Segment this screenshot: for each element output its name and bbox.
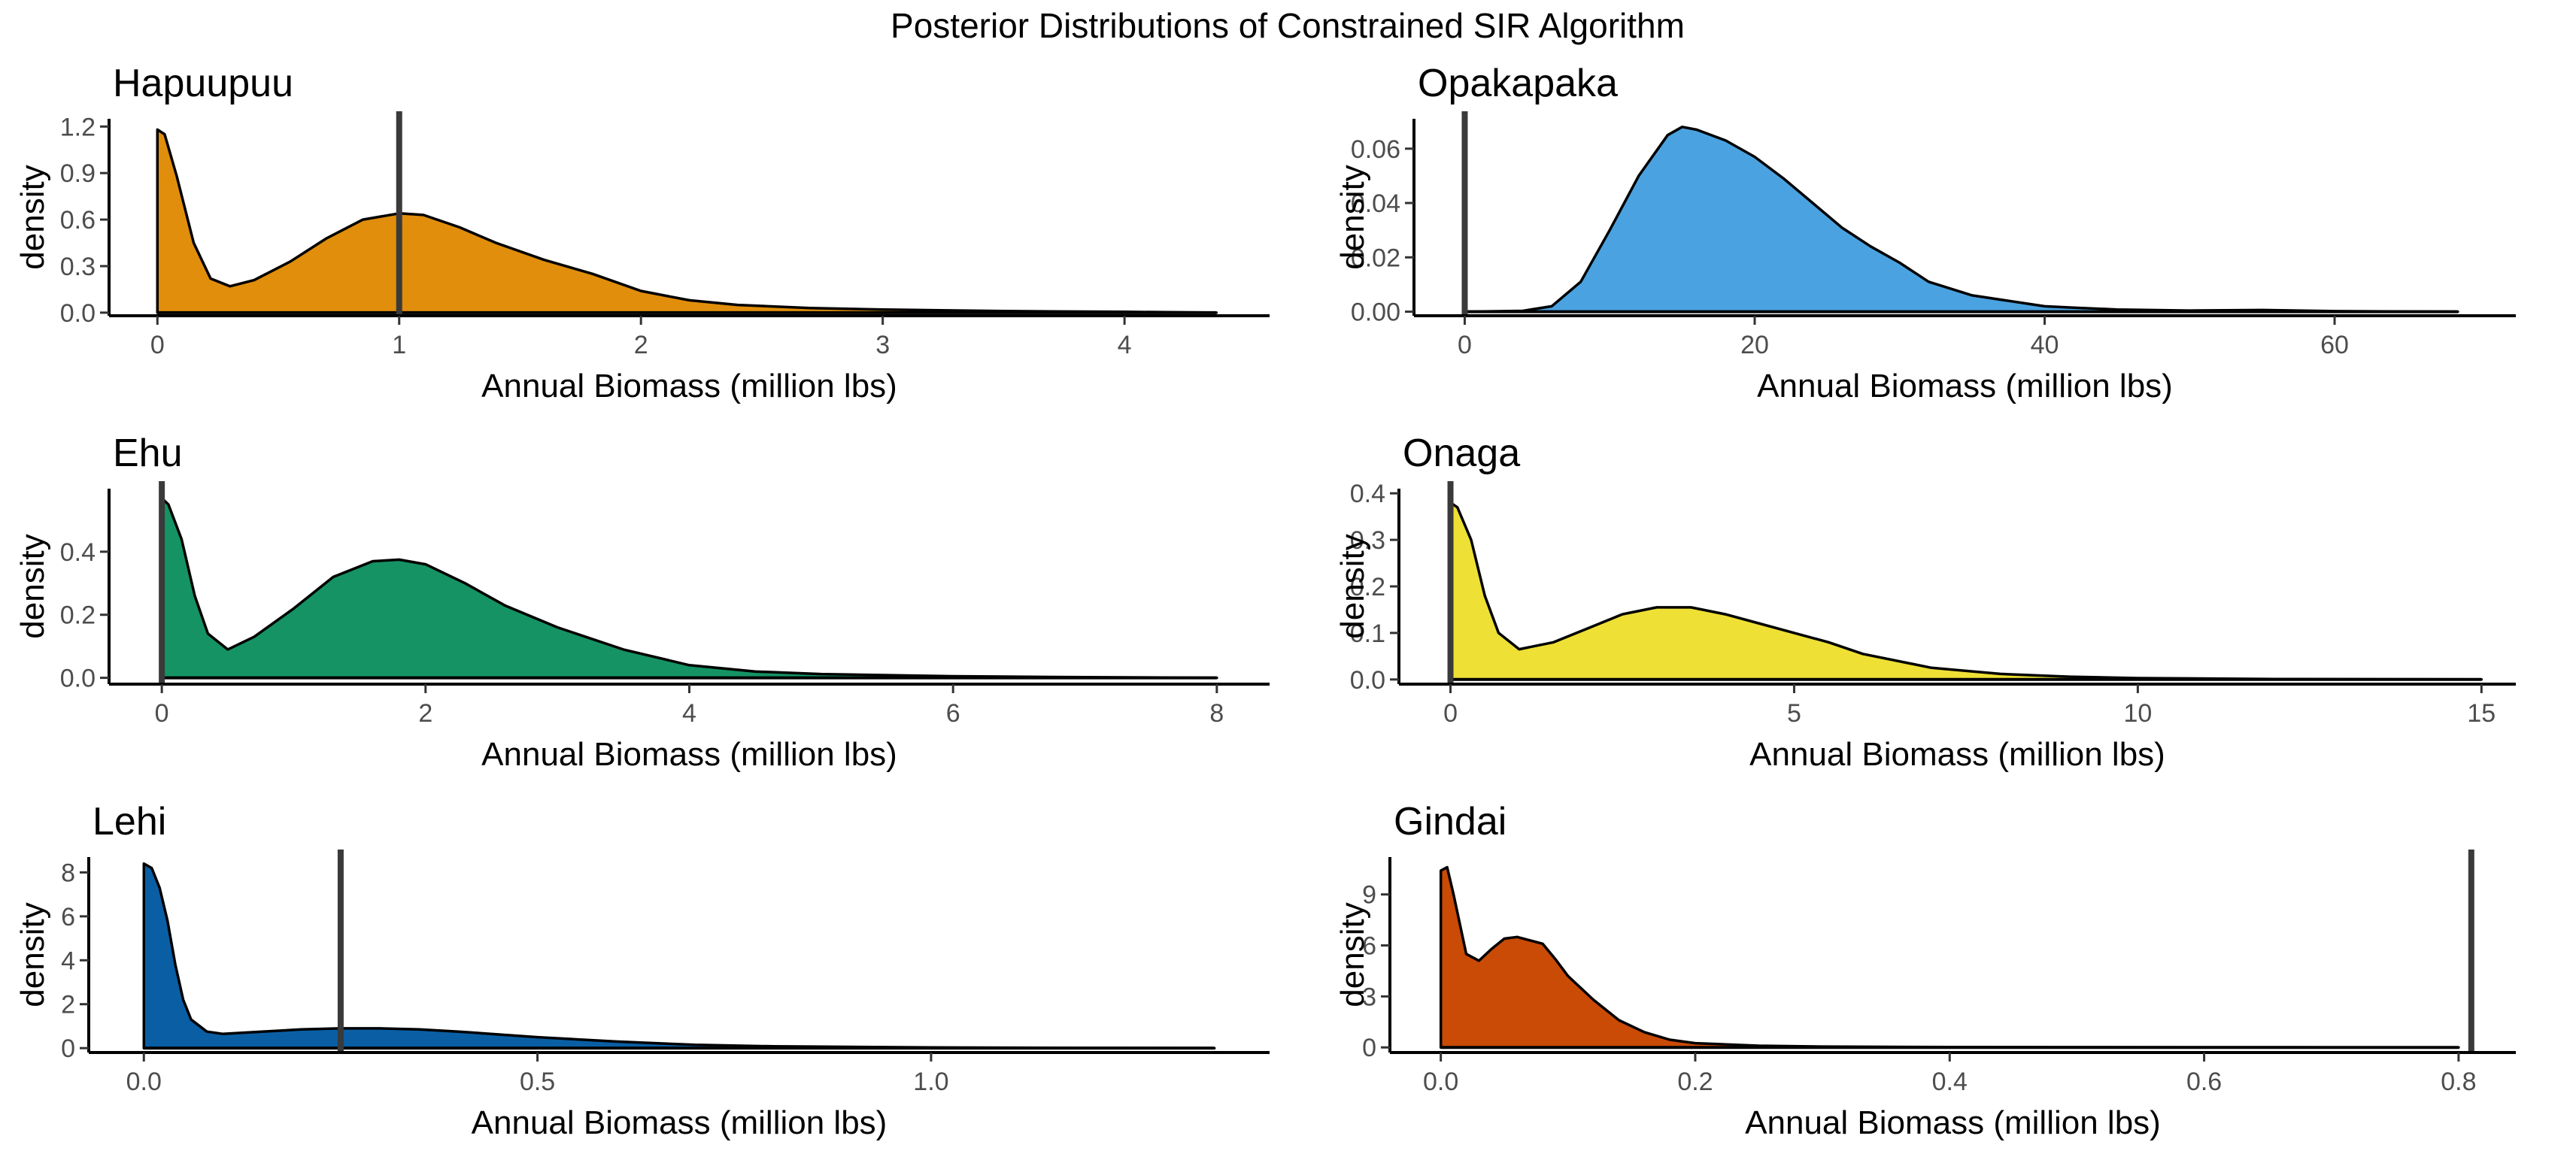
x-axis-label: Annual Biomass (million lbs) [472, 1104, 887, 1141]
panel-ehu: 0 2 4 6 8 0.0 0.2 0.4 Ehu Annual Biomass (million… [14, 432, 1270, 773]
x-axis-label: Annual Biomass (million lbs) [1749, 736, 2165, 773]
x-tick-label: 0.0 [126, 1068, 162, 1096]
panel-title: Opakapaka [1418, 62, 1618, 105]
panel-opakapaka: 0 20 40 60 0.00 0.02 0.04 0.06 Opakapaka Annual B… [1334, 62, 2516, 404]
x-tick-label: 6 [946, 699, 960, 728]
x-tick-label: 15 [2467, 699, 2496, 728]
y-axis-label: density [14, 902, 51, 1007]
y-tick-label: 3 [1362, 983, 1376, 1011]
x-tick-label: 0 [1458, 331, 1472, 359]
density-area [142, 862, 1216, 1050]
y-tick-label: 0.6 [60, 206, 96, 235]
y-tick-label: 0.06 [1351, 135, 1400, 164]
x-tick-label: 0.8 [2441, 1068, 2476, 1096]
panel-title: Ehu [113, 432, 183, 475]
y-tick-label: 0.4 [1350, 480, 1385, 508]
y-tick-label: 0 [1362, 1034, 1376, 1062]
x-tick-label: 2 [634, 331, 648, 359]
x-tick-label: 8 [1209, 699, 1224, 728]
y-tick-label: 6 [1362, 932, 1376, 961]
panel-onaga: 0 5 10 15 0.0 0.1 0.2 0.3 0.4 Onaga Annual Biomass… [1334, 432, 2516, 773]
x-axis-label: Annual Biomass (million lbs) [1745, 1104, 2161, 1141]
x-tick-label: 4 [682, 699, 696, 728]
panel-title: Onaga [1403, 432, 1520, 475]
density-area [1463, 126, 2459, 313]
panel-lehi: 0.0 0.5 1.0 0 2 4 6 8 Lehi Annual Biomass (millio… [14, 800, 1270, 1141]
y-tick-label: 0.3 [60, 253, 96, 281]
panel-title: Hapuupuu [113, 62, 293, 105]
y-tick-label: 0.04 [1351, 189, 1400, 218]
panel-hapuupuu: 0 1 2 3 4 0.0 0.3 0.6 0.9 1.2 Hapuupuu Annual Bioma… [14, 62, 1270, 404]
density-area [156, 128, 1218, 314]
x-tick-label: 1 [392, 331, 406, 359]
y-tick-label: 0.0 [1350, 666, 1385, 695]
x-tick-label: 0 [150, 331, 165, 359]
panel-title: Lehi [93, 800, 166, 844]
figure-title: Posterior Distributions of Constrained S… [891, 6, 1685, 45]
x-tick-label: 0.5 [520, 1068, 555, 1096]
y-tick-label: 0 [61, 1034, 75, 1063]
y-tick-label: 8 [61, 859, 75, 887]
x-tick-label: 0.0 [1423, 1068, 1458, 1096]
x-axis-label: Annual Biomass (million lbs) [481, 736, 897, 773]
y-tick-label: 0.2 [60, 601, 96, 630]
y-tick-label: 0.1 [1350, 619, 1385, 648]
x-tick-label: 40 [2031, 331, 2059, 359]
density-area [1449, 501, 2483, 681]
y-tick-label: 0.0 [60, 665, 96, 693]
y-tick-label: 2 [61, 991, 75, 1019]
y-axis-label: density [14, 534, 51, 638]
density-area [1439, 865, 2460, 1049]
panels: 0 1 2 3 4 0.0 0.3 0.6 0.9 1.2 Hapuupuu Annual Bioma… [14, 62, 2516, 1141]
panel-title: Gindai [1394, 800, 1506, 844]
y-tick-label: 4 [61, 947, 75, 975]
panel-gindai: 0.0 0.2 0.4 0.6 0.8 0 3 6 9 Gindai Annual Biomass … [1334, 800, 2516, 1141]
x-tick-label: 10 [2123, 699, 2152, 728]
density-area [160, 496, 1218, 680]
y-tick-label: 6 [61, 903, 75, 931]
x-tick-label: 0.6 [2186, 1068, 2222, 1096]
y-tick-label: 0.00 [1351, 298, 1400, 327]
x-tick-label: 3 [875, 331, 890, 359]
x-axis-label: Annual Biomass (million lbs) [1757, 368, 2173, 404]
x-tick-label: 20 [1740, 331, 1769, 359]
y-tick-label: 0.02 [1351, 244, 1400, 272]
y-tick-label: 9 [1362, 881, 1376, 910]
x-tick-label: 60 [2320, 331, 2349, 359]
y-tick-label: 0.2 [1350, 573, 1385, 601]
y-tick-label: 0.9 [60, 159, 96, 188]
y-tick-label: 0.4 [60, 538, 96, 567]
x-tick-label: 0 [155, 699, 169, 728]
y-tick-label: 0.3 [1350, 526, 1385, 555]
x-tick-label: 1.0 [913, 1068, 948, 1096]
x-tick-label: 0.2 [1677, 1068, 1713, 1096]
x-tick-label: 4 [1118, 331, 1132, 359]
x-tick-label: 0.4 [1932, 1068, 1968, 1096]
y-axis-label: density [1334, 165, 1371, 269]
y-axis-label: density [1334, 534, 1371, 638]
x-axis-label: Annual Biomass (million lbs) [481, 368, 897, 404]
y-tick-label: 1.2 [60, 113, 96, 141]
y-axis-label: density [1334, 902, 1371, 1007]
x-tick-label: 0 [1443, 699, 1458, 728]
y-tick-label: 0.0 [60, 299, 96, 328]
x-tick-label: 2 [418, 699, 432, 728]
x-tick-label: 5 [1787, 699, 1801, 728]
y-axis-label: density [14, 165, 51, 269]
